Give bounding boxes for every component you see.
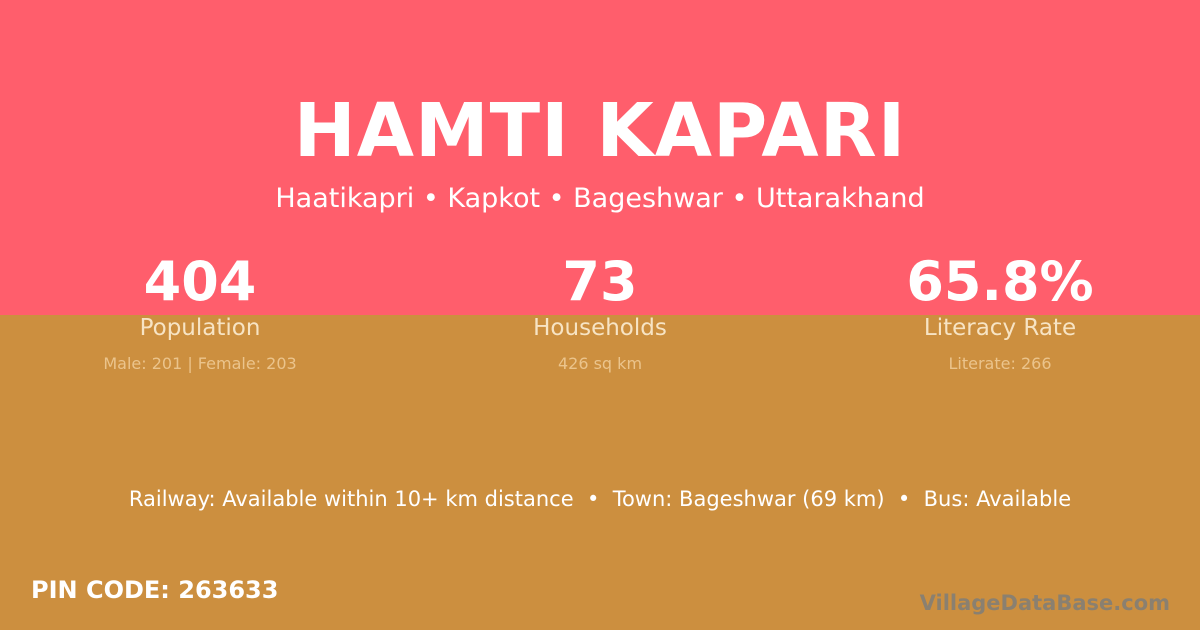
stat-detail: 426 sq km [557,354,643,373]
stat-detail: Male: 201 | Female: 203 [103,354,297,373]
header-band [0,0,1200,315]
connectivity-info: Railway: Available within 10+ km distanc… [128,487,1072,511]
stat-value: 404 [143,250,257,313]
stat-value: 73 [562,250,638,313]
pin-code: PIN CODE: 263633 [31,576,279,604]
stat-value: 65.8% [906,250,1094,313]
stat-label: Population [139,315,261,341]
stat-detail: Literate: 266 [948,354,1052,373]
location-breadcrumb: Haatikapri • Kapkot • Bageshwar • Uttara… [275,183,925,214]
brand-watermark: VillageDataBase.com [919,591,1170,615]
stat-label: Households [533,315,667,341]
stat-label: Literacy Rate [923,315,1077,341]
footer-band [0,315,1200,630]
village-title: HAMTI KAPARI [293,88,907,174]
